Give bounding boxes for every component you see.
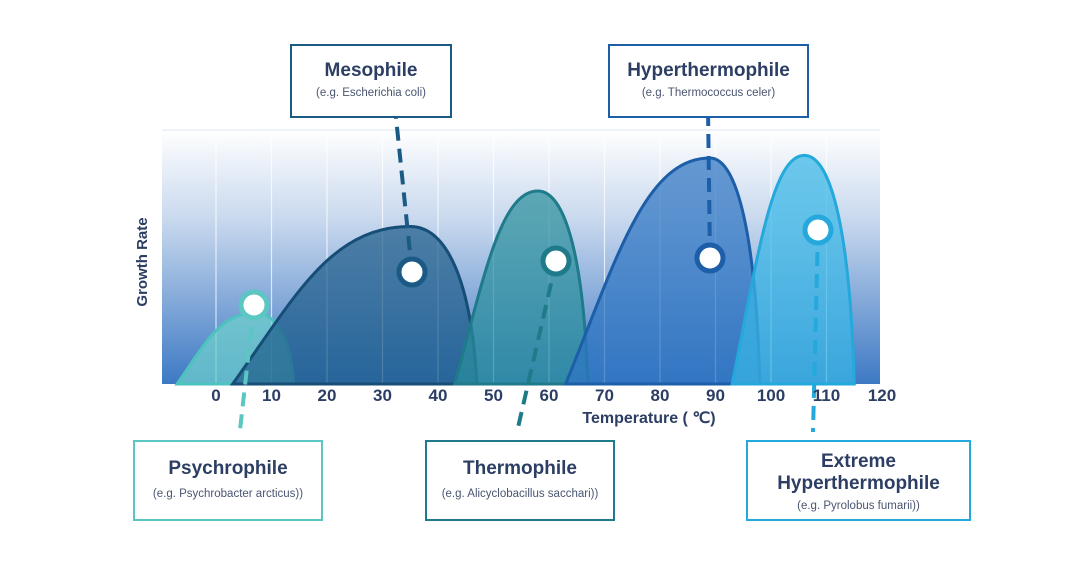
growth-curve-extreme-hyperthermophile — [730, 153, 856, 386]
leader-line — [706, 107, 712, 259]
thermophile-label-box: Thermophile (e.g. Alicyclobacillus sacch… — [425, 440, 615, 521]
x-tick-label: 50 — [484, 386, 503, 405]
growth-curves — [174, 153, 856, 386]
leader-line — [811, 229, 820, 433]
hyperthermophile-label-box: Hyperthermophile (e.g. Thermococcus cele… — [608, 44, 809, 118]
thermophile-name: Thermophile — [462, 458, 577, 479]
x-axis-ticks: 0 10 20 30 40 50 60 70 80 90 100 110 120 — [211, 386, 896, 405]
x-tick-label: 30 — [373, 386, 392, 405]
x-tick-label: 0 — [211, 386, 220, 405]
hyperthermophile-example: (e.g. Thermococcus celer) — [641, 87, 776, 99]
hyperthermophile-name: Hyperthermophile — [627, 60, 790, 81]
x-tick-label: 70 — [595, 386, 614, 405]
optimum-marker-extreme-hyperthermophile — [802, 214, 834, 246]
x-tick-label: 20 — [318, 386, 337, 405]
psychrophile-example: (e.g. Psychrobacter arcticus)) — [152, 488, 304, 500]
growth-curve-thermophile — [452, 189, 590, 386]
extreme-hyperthermophile-example: (e.g. Pyrolobus fumarii)) — [797, 500, 920, 512]
psychrophile-label-box: Psychrophile (e.g. Psychrobacter arcticu… — [133, 440, 323, 521]
x-tick-label: 100 — [757, 386, 785, 405]
leader-lines — [238, 107, 820, 433]
extreme-hyperthermophile-name-line1: Extreme — [821, 451, 896, 472]
optimum-marker-mesophile — [396, 256, 428, 288]
mesophile-name: Mesophile — [324, 60, 418, 81]
mesophile-example: (e.g. Escherichia coli) — [316, 87, 426, 99]
optimum-marker-thermophile — [540, 245, 572, 277]
optimum-marker-hyperthermophile — [694, 242, 726, 274]
x-axis-label: Temperature ( ℃) — [582, 410, 715, 427]
x-tick-label: 110 — [813, 386, 840, 405]
x-tick-label: 40 — [429, 386, 448, 405]
thermophile-example: (e.g. Alicyclobacillus sacchari)) — [441, 488, 599, 500]
leader-line — [393, 107, 414, 273]
optimum-markers — [238, 214, 834, 321]
mesophile-label-box: Mesophile (e.g. Escherichia coli) — [290, 44, 452, 118]
x-tick-label: 60 — [540, 386, 559, 405]
x-tick-label: 80 — [651, 386, 670, 405]
y-axis-label: Growth Rate — [134, 217, 151, 306]
psychrophile-name: Psychrophile — [168, 458, 288, 479]
x-tick-label: 10 — [262, 386, 281, 405]
extreme-hyperthermophile-name-line2: Hyperthermophile — [777, 473, 940, 494]
extreme-hyperthermophile-label-box: Extreme Hyperthermophile (e.g. Pyrolobus… — [746, 440, 971, 521]
x-tick-label: 90 — [706, 386, 725, 405]
x-tick-label: 120 — [868, 386, 896, 405]
optimum-marker-psychrophile — [238, 289, 270, 321]
leader-line — [515, 261, 558, 433]
